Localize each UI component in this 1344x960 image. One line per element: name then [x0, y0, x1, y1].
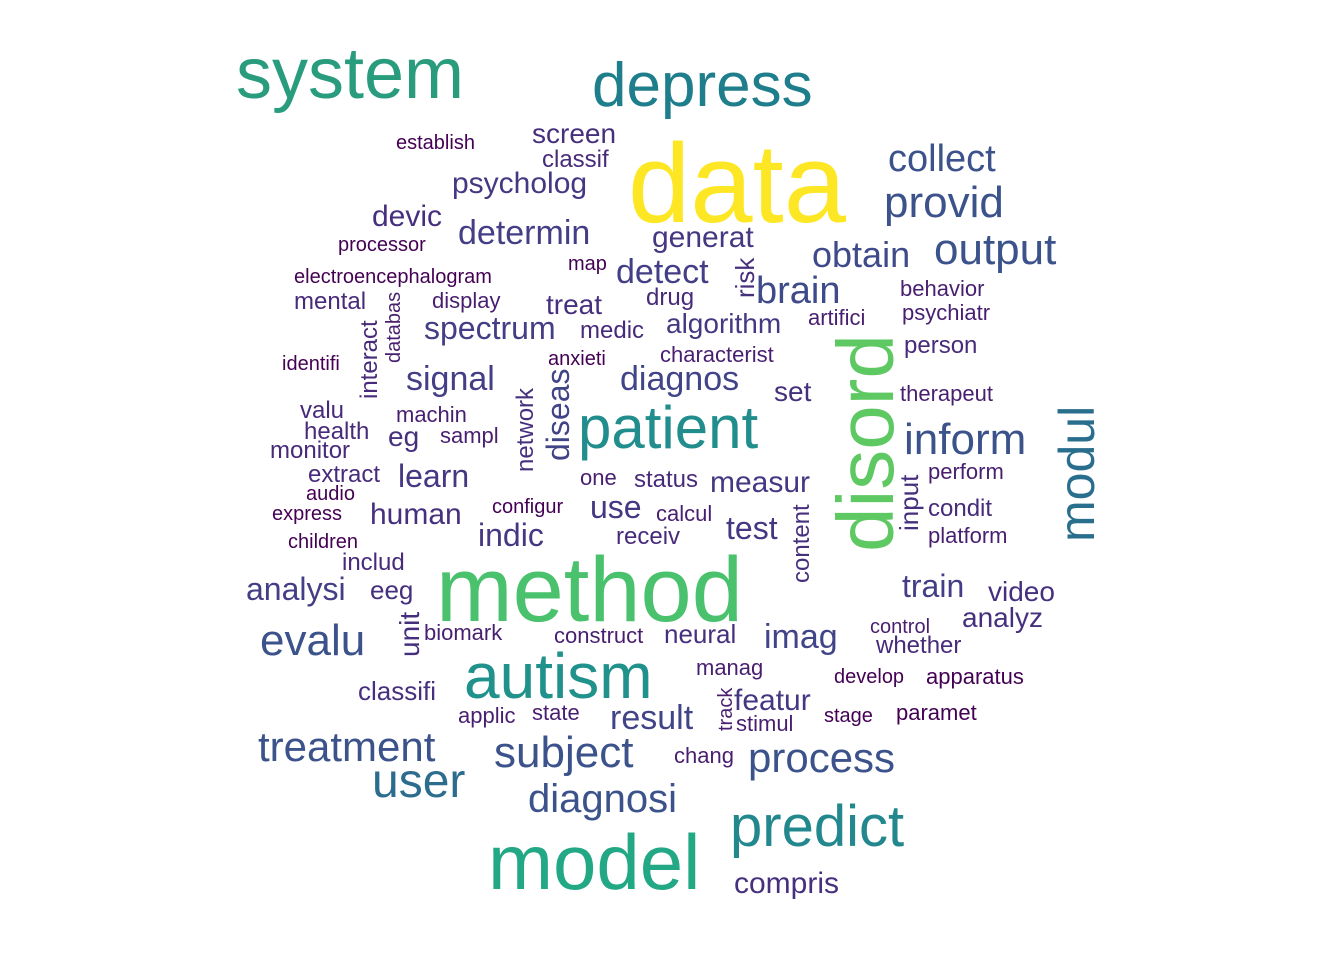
word-characterist: characterist [660, 344, 774, 366]
word-platform: platform [928, 525, 1007, 547]
word-psycholog: psycholog [452, 169, 587, 199]
word-diagnosi: diagnosi [528, 779, 677, 819]
word-determin: determin [458, 216, 590, 250]
word-unit: unit [396, 612, 424, 657]
word-display: display [432, 290, 500, 312]
word-includ: includ [342, 551, 405, 575]
word-indic: indic [478, 519, 544, 551]
word-content: content [790, 504, 814, 583]
word-mental: mental [294, 290, 366, 314]
word-children: children [288, 532, 358, 552]
word-result: result [610, 701, 693, 735]
word-interact: interact [358, 320, 382, 399]
word-train: train [902, 570, 964, 602]
word-measur: measur [710, 468, 810, 498]
word-provid: provid [884, 181, 1004, 225]
word-stage: stage [824, 706, 873, 726]
word-subject: subject [494, 731, 633, 775]
word-eg: eg [388, 423, 419, 451]
word-learn: learn [398, 460, 469, 492]
word-predict: predict [730, 798, 904, 856]
word-diagnos: diagnos [620, 362, 739, 396]
word-medic: medic [580, 319, 644, 343]
word-inform: inform [904, 418, 1026, 462]
word-network: network [514, 388, 538, 472]
word-processor: processor [338, 235, 426, 255]
word-classifi: classifi [358, 678, 436, 704]
word-output: output [934, 228, 1056, 272]
word-modul: modul [1052, 406, 1102, 542]
word-generat: generat [652, 223, 754, 253]
word-audio: audio [306, 484, 355, 504]
word-manag: manag [696, 657, 763, 679]
word-eeg: eeg [370, 577, 413, 603]
word-screen: screen [532, 120, 616, 148]
word-diseas: diseas [542, 368, 574, 461]
word-evalu: evalu [260, 619, 365, 663]
word-classif: classif [542, 148, 609, 172]
word-databas: databas [384, 292, 404, 363]
word-depress: depress [592, 55, 813, 117]
word-sampl: sampl [440, 425, 499, 447]
word-artifici: artifici [808, 307, 865, 329]
word-collect: collect [888, 140, 996, 178]
word-anxieti: anxieti [548, 349, 606, 369]
word-state: state [532, 702, 580, 724]
word-condit: condit [928, 497, 992, 521]
word-spectrum: spectrum [424, 312, 556, 344]
word-identifi: identifi [282, 354, 340, 374]
word-electroencephalogram: electroencephalogram [294, 267, 492, 287]
word-drug: drug [646, 286, 694, 310]
word-algorithm: algorithm [666, 310, 781, 338]
word-valu: valu [300, 399, 344, 423]
word-receiv: receiv [616, 525, 680, 549]
word-calcul: calcul [656, 503, 712, 525]
word-set: set [774, 378, 811, 406]
word-person: person [904, 334, 977, 358]
word-configur: configur [492, 497, 563, 517]
word-control: control [870, 617, 930, 637]
word-establish: establish [396, 133, 475, 153]
word-process: process [748, 737, 895, 779]
word-compris: compris [734, 869, 839, 899]
word-analyz: analyz [962, 604, 1043, 632]
word-test: test [726, 512, 778, 544]
word-psychiatr: psychiatr [902, 302, 990, 324]
word-treatment: treatment [258, 726, 435, 768]
word-biomark: biomark [424, 622, 502, 644]
word-devic: devic [372, 202, 442, 232]
word-develop: develop [834, 667, 904, 687]
word-system: system [236, 38, 464, 110]
word-signal: signal [406, 362, 495, 396]
word-one: one [580, 467, 617, 489]
word-risk: risk [732, 258, 758, 298]
word-status: status [634, 468, 698, 492]
word-applic: applic [458, 705, 515, 727]
word-input: input [896, 475, 922, 531]
word-patient: patient [578, 398, 758, 458]
word-human: human [370, 500, 462, 530]
word-express: express [272, 504, 342, 524]
word-apparatus: apparatus [926, 666, 1024, 688]
word-construct: construct [554, 625, 643, 647]
word-imag: imag [764, 620, 838, 654]
word-therapeut: therapeut [900, 383, 993, 405]
word-paramet: paramet [896, 702, 977, 724]
word-track: track [716, 688, 736, 731]
word-model: model [488, 823, 700, 901]
word-analysi: analysi [246, 573, 346, 605]
word-obtain: obtain [812, 237, 910, 273]
word-map: map [568, 254, 607, 274]
word-chang: chang [674, 745, 734, 767]
word-video: video [988, 578, 1055, 606]
word-behavior: behavior [900, 278, 984, 300]
word-use: use [590, 491, 642, 523]
word-treat: treat [546, 291, 602, 319]
word-perform: perform [928, 461, 1004, 483]
word-neural: neural [664, 621, 736, 647]
word-stimul: stimul [736, 713, 793, 735]
